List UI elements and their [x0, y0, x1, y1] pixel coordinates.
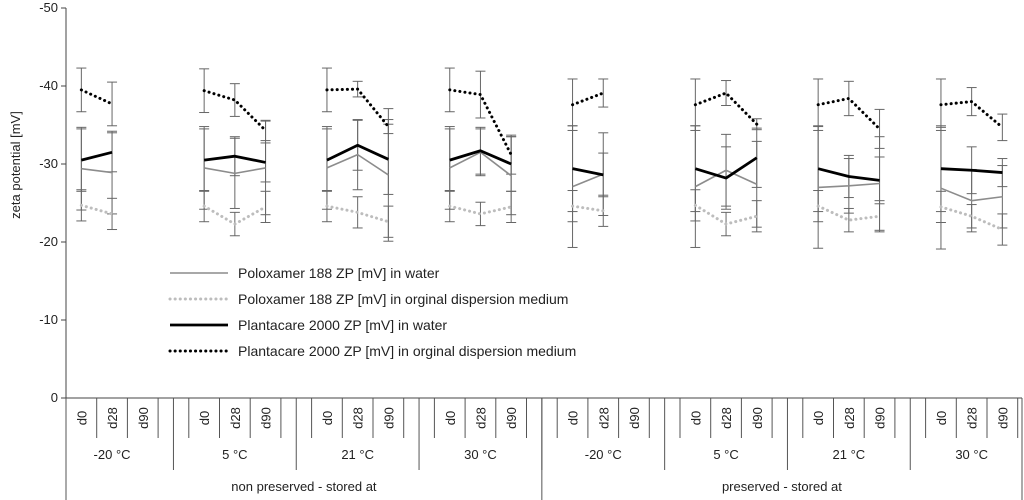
series-line: [694, 156, 758, 180]
day-label: d90: [259, 407, 274, 429]
series-line: [572, 173, 604, 188]
series-line: [449, 151, 512, 177]
series-line: [326, 153, 389, 176]
series-line: [817, 167, 880, 182]
y-tick-label: -30: [39, 156, 58, 171]
day-label: d90: [381, 407, 396, 429]
series-line: [939, 100, 1004, 129]
series-line: [571, 204, 605, 213]
legend-entry: Plantacare 2000 ZP [mV] in orginal dispe…: [238, 343, 576, 359]
day-label: d0: [74, 411, 89, 425]
day-label: d0: [197, 411, 212, 425]
day-label: d28: [965, 407, 980, 429]
temperature-label: 30 °C: [955, 447, 988, 462]
day-label: d90: [136, 407, 151, 429]
day-label: d28: [105, 407, 120, 429]
series-line: [939, 205, 1004, 232]
day-label: d90: [873, 407, 888, 429]
series-line: [325, 87, 390, 129]
legend-entry: Plantacare 2000 ZP [mV] in water: [238, 317, 447, 333]
day-label: d90: [750, 407, 765, 429]
day-label: d90: [627, 407, 642, 429]
series-line: [448, 204, 513, 216]
series-line: [202, 89, 268, 132]
day-label: d28: [719, 407, 734, 429]
series-line: [571, 91, 605, 107]
group-label: preserved - stored at: [722, 479, 842, 494]
series-line: [940, 167, 1003, 174]
series-line: [448, 88, 513, 157]
temperature-label: 21 °C: [341, 447, 374, 462]
day-label: d28: [596, 407, 611, 429]
series-line: [816, 204, 882, 222]
day-label: d28: [473, 407, 488, 429]
series-line: [81, 167, 113, 174]
day-label: d0: [811, 411, 826, 425]
series-line: [326, 143, 389, 162]
y-tick-label: -20: [39, 234, 58, 249]
day-label: d0: [934, 411, 949, 425]
series-line: [203, 154, 266, 164]
day-label: d90: [995, 407, 1010, 429]
legend-entry: Poloxamer 188 ZP [mV] in water: [238, 265, 440, 281]
day-label: d0: [566, 411, 581, 425]
temperature-label: 30 °C: [464, 447, 497, 462]
series-line: [693, 203, 759, 226]
day-label: d0: [443, 411, 458, 425]
temperature-label: 5 °C: [222, 447, 247, 462]
temperature-label: -20 °C: [94, 447, 131, 462]
group-label: non preserved - stored at: [231, 479, 377, 494]
series-line: [204, 167, 266, 175]
day-label: d0: [688, 411, 703, 425]
series-line: [449, 149, 512, 166]
temperature-label: 5 °C: [713, 447, 738, 462]
series-line: [202, 204, 268, 226]
series-line: [940, 187, 1003, 202]
y-tick-label: -50: [39, 0, 58, 15]
day-label: d90: [504, 407, 519, 429]
series-line: [693, 91, 759, 126]
day-label: d28: [228, 407, 243, 429]
day-label: d0: [320, 411, 335, 425]
series-line: [816, 96, 882, 131]
legend-entry: Poloxamer 188 ZP [mV] in orginal dispers…: [238, 291, 568, 307]
plot-area: 0 -10 -20 -30 -40 -50 d0 d28 d90 -20 °C d0 d28 d90 5 …: [39, 0, 1023, 500]
series-line: [572, 167, 604, 177]
series-line: [81, 150, 113, 162]
series-line: [818, 182, 880, 189]
temperature-label: -20 °C: [585, 447, 622, 462]
day-label: d28: [842, 407, 857, 429]
y-tick-label: 0: [51, 390, 58, 405]
y-tick-label: -40: [39, 78, 58, 93]
series-line: [79, 203, 114, 216]
series-line: [325, 204, 390, 224]
temperature-label: 21 °C: [833, 447, 866, 462]
y-axis-label: zeta potential [mV]: [8, 111, 23, 219]
series-line: [694, 169, 758, 188]
day-label: d28: [351, 407, 366, 429]
series-line: [79, 88, 114, 106]
y-tick-label: -10: [39, 312, 58, 327]
